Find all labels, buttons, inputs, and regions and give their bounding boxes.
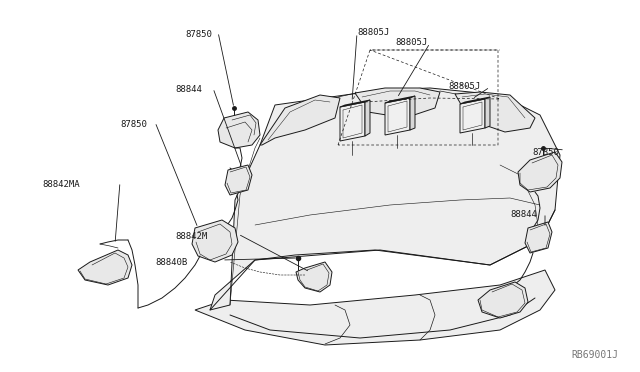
Polygon shape	[218, 112, 260, 148]
Polygon shape	[260, 95, 340, 145]
Polygon shape	[192, 220, 238, 262]
Text: 88805J: 88805J	[395, 38, 428, 47]
Polygon shape	[525, 222, 552, 253]
Text: RB69001J: RB69001J	[571, 350, 618, 360]
Polygon shape	[478, 282, 528, 318]
Polygon shape	[385, 98, 410, 135]
Text: 87850: 87850	[532, 148, 559, 157]
Polygon shape	[296, 262, 332, 292]
Text: 87850: 87850	[120, 120, 147, 129]
Polygon shape	[340, 100, 370, 107]
Polygon shape	[225, 165, 252, 195]
Text: 88842MA: 88842MA	[42, 180, 79, 189]
Polygon shape	[455, 92, 535, 132]
Text: 88842M: 88842M	[175, 232, 207, 241]
Polygon shape	[518, 152, 562, 192]
Polygon shape	[365, 100, 370, 136]
Text: 88840B: 88840B	[155, 258, 188, 267]
Polygon shape	[460, 99, 485, 133]
Polygon shape	[340, 102, 365, 141]
Polygon shape	[410, 96, 415, 130]
Text: 88844: 88844	[175, 85, 202, 94]
Text: 88844: 88844	[510, 210, 537, 219]
Polygon shape	[485, 97, 490, 128]
Polygon shape	[460, 97, 490, 104]
Text: 87850: 87850	[185, 30, 212, 39]
Text: 88805J: 88805J	[357, 28, 389, 37]
Polygon shape	[195, 270, 555, 345]
Polygon shape	[78, 250, 132, 285]
Polygon shape	[385, 96, 415, 103]
Text: 88805J: 88805J	[448, 82, 480, 91]
Polygon shape	[210, 88, 560, 310]
Polygon shape	[355, 88, 440, 118]
